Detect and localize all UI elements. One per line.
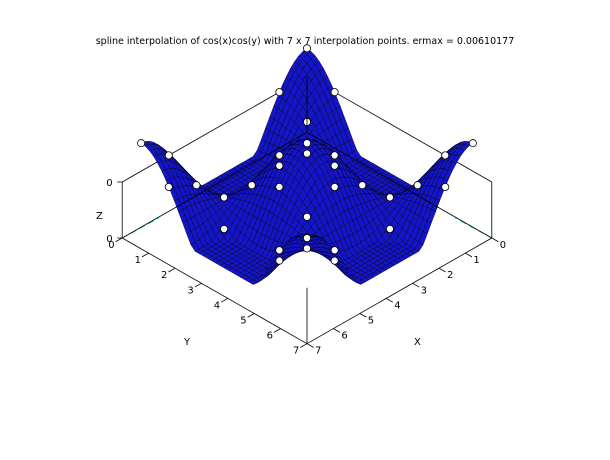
interpolation-point xyxy=(220,193,229,202)
interpolation-point xyxy=(358,181,367,190)
y-tick-label: 4 xyxy=(214,300,220,311)
interpolation-point xyxy=(330,88,339,97)
y-tick-mark xyxy=(300,343,308,348)
interpolation-point xyxy=(275,151,284,160)
interpolation-point xyxy=(164,182,173,191)
interpolation-point xyxy=(330,246,339,255)
box-bottom-edge xyxy=(306,131,492,239)
interpolation-point xyxy=(330,151,339,160)
interpolation-point xyxy=(275,182,284,191)
y-tick-label: 1 xyxy=(135,255,141,266)
interpolation-point xyxy=(385,193,394,202)
interpolation-point xyxy=(330,161,339,170)
x-tick-mark xyxy=(359,313,367,318)
box-bottom-edge xyxy=(306,237,492,345)
z-tick-label: 0 xyxy=(106,234,112,245)
y-tick-mark xyxy=(273,328,281,333)
x-tick-label: 5 xyxy=(368,316,374,327)
interpolation-point xyxy=(302,212,311,221)
y-tick-mark xyxy=(141,252,149,258)
z-axis-label: Z xyxy=(96,211,103,222)
y-tick-mark xyxy=(247,313,255,318)
interpolation-point xyxy=(220,224,229,233)
x-tick-label: 0 xyxy=(500,240,506,251)
interpolation-point xyxy=(441,182,450,191)
interpolation-point xyxy=(137,139,146,148)
interpolation-point xyxy=(275,256,284,265)
x-tick-label: 6 xyxy=(341,331,347,342)
x-tick-mark xyxy=(333,328,341,333)
interpolation-point xyxy=(302,244,311,253)
y-axis-label: Y xyxy=(183,337,191,348)
y-tick-label: 2 xyxy=(161,270,167,281)
interpolation-point xyxy=(302,234,311,243)
interpolation-points xyxy=(137,44,477,265)
interpolation-point xyxy=(330,182,339,191)
axis-ticks: 0 01 12 23 34 45 56 67 700 xyxy=(106,178,506,357)
interpolation-point xyxy=(247,181,256,190)
x-tick-mark xyxy=(386,298,393,303)
y-tick-label: 6 xyxy=(267,331,273,342)
x-axis-label: X xyxy=(414,337,421,348)
x-tick-mark xyxy=(306,343,314,348)
interpolation-point xyxy=(441,151,450,160)
y-tick-label: 5 xyxy=(240,316,246,327)
y-tick-label: 7 xyxy=(293,346,299,357)
interpolation-point xyxy=(302,44,311,53)
y-tick-label: 3 xyxy=(187,285,193,296)
hidden-axis-line xyxy=(454,217,493,239)
interpolation-point xyxy=(385,224,394,233)
y-tick-mark xyxy=(221,298,228,303)
z-tick-label: 0 xyxy=(106,178,112,189)
interpolation-point xyxy=(275,88,284,97)
plot-box-front xyxy=(122,76,492,345)
y-tick-mark xyxy=(194,282,202,288)
interpolation-point xyxy=(275,246,284,255)
y-tick-mark xyxy=(168,267,176,273)
x-tick-mark xyxy=(438,267,446,273)
interpolation-point xyxy=(275,161,284,170)
interpolation-point xyxy=(302,149,311,158)
x-tick-label: 3 xyxy=(421,285,427,296)
x-tick-label: 4 xyxy=(394,300,400,311)
x-tick-label: 2 xyxy=(447,270,453,281)
box-bottom-edge xyxy=(122,237,308,345)
x-tick-mark xyxy=(412,282,420,288)
chart-title: spline interpolation of cos(x)cos(y) wit… xyxy=(96,36,515,47)
x-tick-mark xyxy=(465,252,473,258)
y-tick-mark xyxy=(115,237,123,243)
interpolation-point xyxy=(413,181,422,190)
box-bottom-edge xyxy=(122,131,308,239)
y-tick-label: 0 xyxy=(108,240,114,251)
interpolation-point xyxy=(330,256,339,265)
interpolation-point xyxy=(468,139,477,148)
x-tick-mark xyxy=(491,237,499,243)
interpolation-point xyxy=(192,181,201,190)
interpolation-point xyxy=(164,151,173,160)
x-tick-label: 1 xyxy=(473,255,479,266)
x-tick-label: 7 xyxy=(315,346,321,357)
hidden-axis-line xyxy=(121,217,160,239)
interpolation-point xyxy=(302,139,311,148)
